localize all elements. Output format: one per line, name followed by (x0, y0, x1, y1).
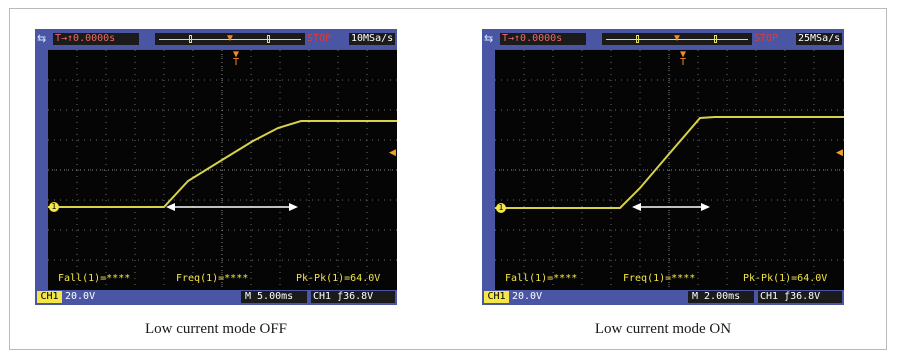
volts-per-div: 20.0V (512, 291, 543, 302)
memory-line (159, 39, 301, 40)
measure-pkpk: Pk-Pk(1)=64.0V (296, 273, 381, 284)
memory-window-start (636, 35, 639, 43)
trigger-marker-icon: ▼ (225, 33, 235, 44)
usb-icon: ⇆ (37, 33, 47, 45)
duration-arrow-left-head (632, 203, 641, 211)
bottom-status-bar: CH1 20.0V M 2.00ms CH1 ƒ36.8V (482, 289, 844, 305)
measure-freq: Freq(1)=**** (623, 273, 696, 284)
trigger-t-icon: ▼ T (232, 49, 240, 68)
top-status-bar: ⇆ T→↑0.0000s ▼ STOP 25MSa/s (482, 29, 844, 49)
duration-arrow-right-head (701, 203, 710, 211)
waveform-grid (48, 50, 397, 290)
caption-off: Low current mode OFF (144, 321, 288, 337)
memory-position-bar: ▼ (602, 33, 752, 45)
trigger-marker-icon: ▼ (672, 33, 682, 44)
memory-position-bar: ▼ (155, 33, 305, 45)
sample-rate: 25MSa/s (796, 33, 842, 45)
channel-badge: CH1 (484, 291, 509, 303)
timebase-readout: M 2.00ms (688, 291, 754, 303)
duration-arrow-right-head (289, 203, 298, 211)
timebase-readout: M 5.00ms (241, 291, 307, 303)
waveform-grid (495, 50, 844, 290)
volts-per-div: 20.0V (65, 291, 96, 302)
trigger-position-readout: T→↑0.0000s (53, 33, 139, 45)
trigger-position-readout: T→↑0.0000s (500, 33, 586, 45)
memory-line (606, 39, 748, 40)
memory-window-end (267, 35, 270, 43)
ch1-trace (495, 116, 844, 209)
trigger-level-arrow-icon: ◀ (836, 147, 843, 157)
ch1-ground-marker-icon: 1 (496, 203, 506, 213)
measure-pkpk: Pk-Pk(1)=64.0V (743, 273, 828, 284)
trigger-t-icon: ▼ T (679, 49, 687, 68)
trigger-setting: CH1 ƒ36.8V (758, 291, 842, 303)
scope-panel-off: ⇆ T→↑0.0000s ▼ STOP 10MSa/s (35, 29, 397, 305)
measure-fall: Fall(1)=**** (505, 273, 578, 284)
trigger-level-arrow-icon: ◀ (389, 147, 396, 157)
duration-arrow-left-head (166, 203, 175, 211)
top-status-bar: ⇆ T→↑0.0000s ▼ STOP 10MSa/s (35, 29, 397, 49)
memory-window-start (189, 35, 192, 43)
measure-freq: Freq(1)=**** (176, 273, 249, 284)
waveform-screen: ▼ T 1 ◀ Fall(1)=**** Freq(1)=**** Pk-Pk(1… (495, 49, 844, 290)
run-status: STOP (307, 33, 332, 44)
ch1-ground-marker-icon: 1 (49, 202, 59, 212)
sample-rate: 10MSa/s (349, 33, 395, 45)
caption-on: Low current mode ON (594, 321, 732, 337)
usb-icon: ⇆ (484, 33, 494, 45)
trigger-setting: CH1 ƒ36.8V (311, 291, 395, 303)
waveform-screen: ▼ T 1 ◀ Fall(1)=**** Freq(1)=**** Pk-Pk(1… (48, 49, 397, 290)
ch1-trace (48, 120, 397, 208)
channel-badge: CH1 (37, 291, 62, 303)
measure-fall: Fall(1)=**** (58, 273, 131, 284)
bottom-status-bar: CH1 20.0V M 5.00ms CH1 ƒ36.8V (35, 289, 397, 305)
memory-window-end (714, 35, 717, 43)
scope-panel-on: ⇆ T→↑0.0000s ▼ STOP 25MSa/s (482, 29, 844, 305)
run-status: STOP (754, 33, 779, 44)
